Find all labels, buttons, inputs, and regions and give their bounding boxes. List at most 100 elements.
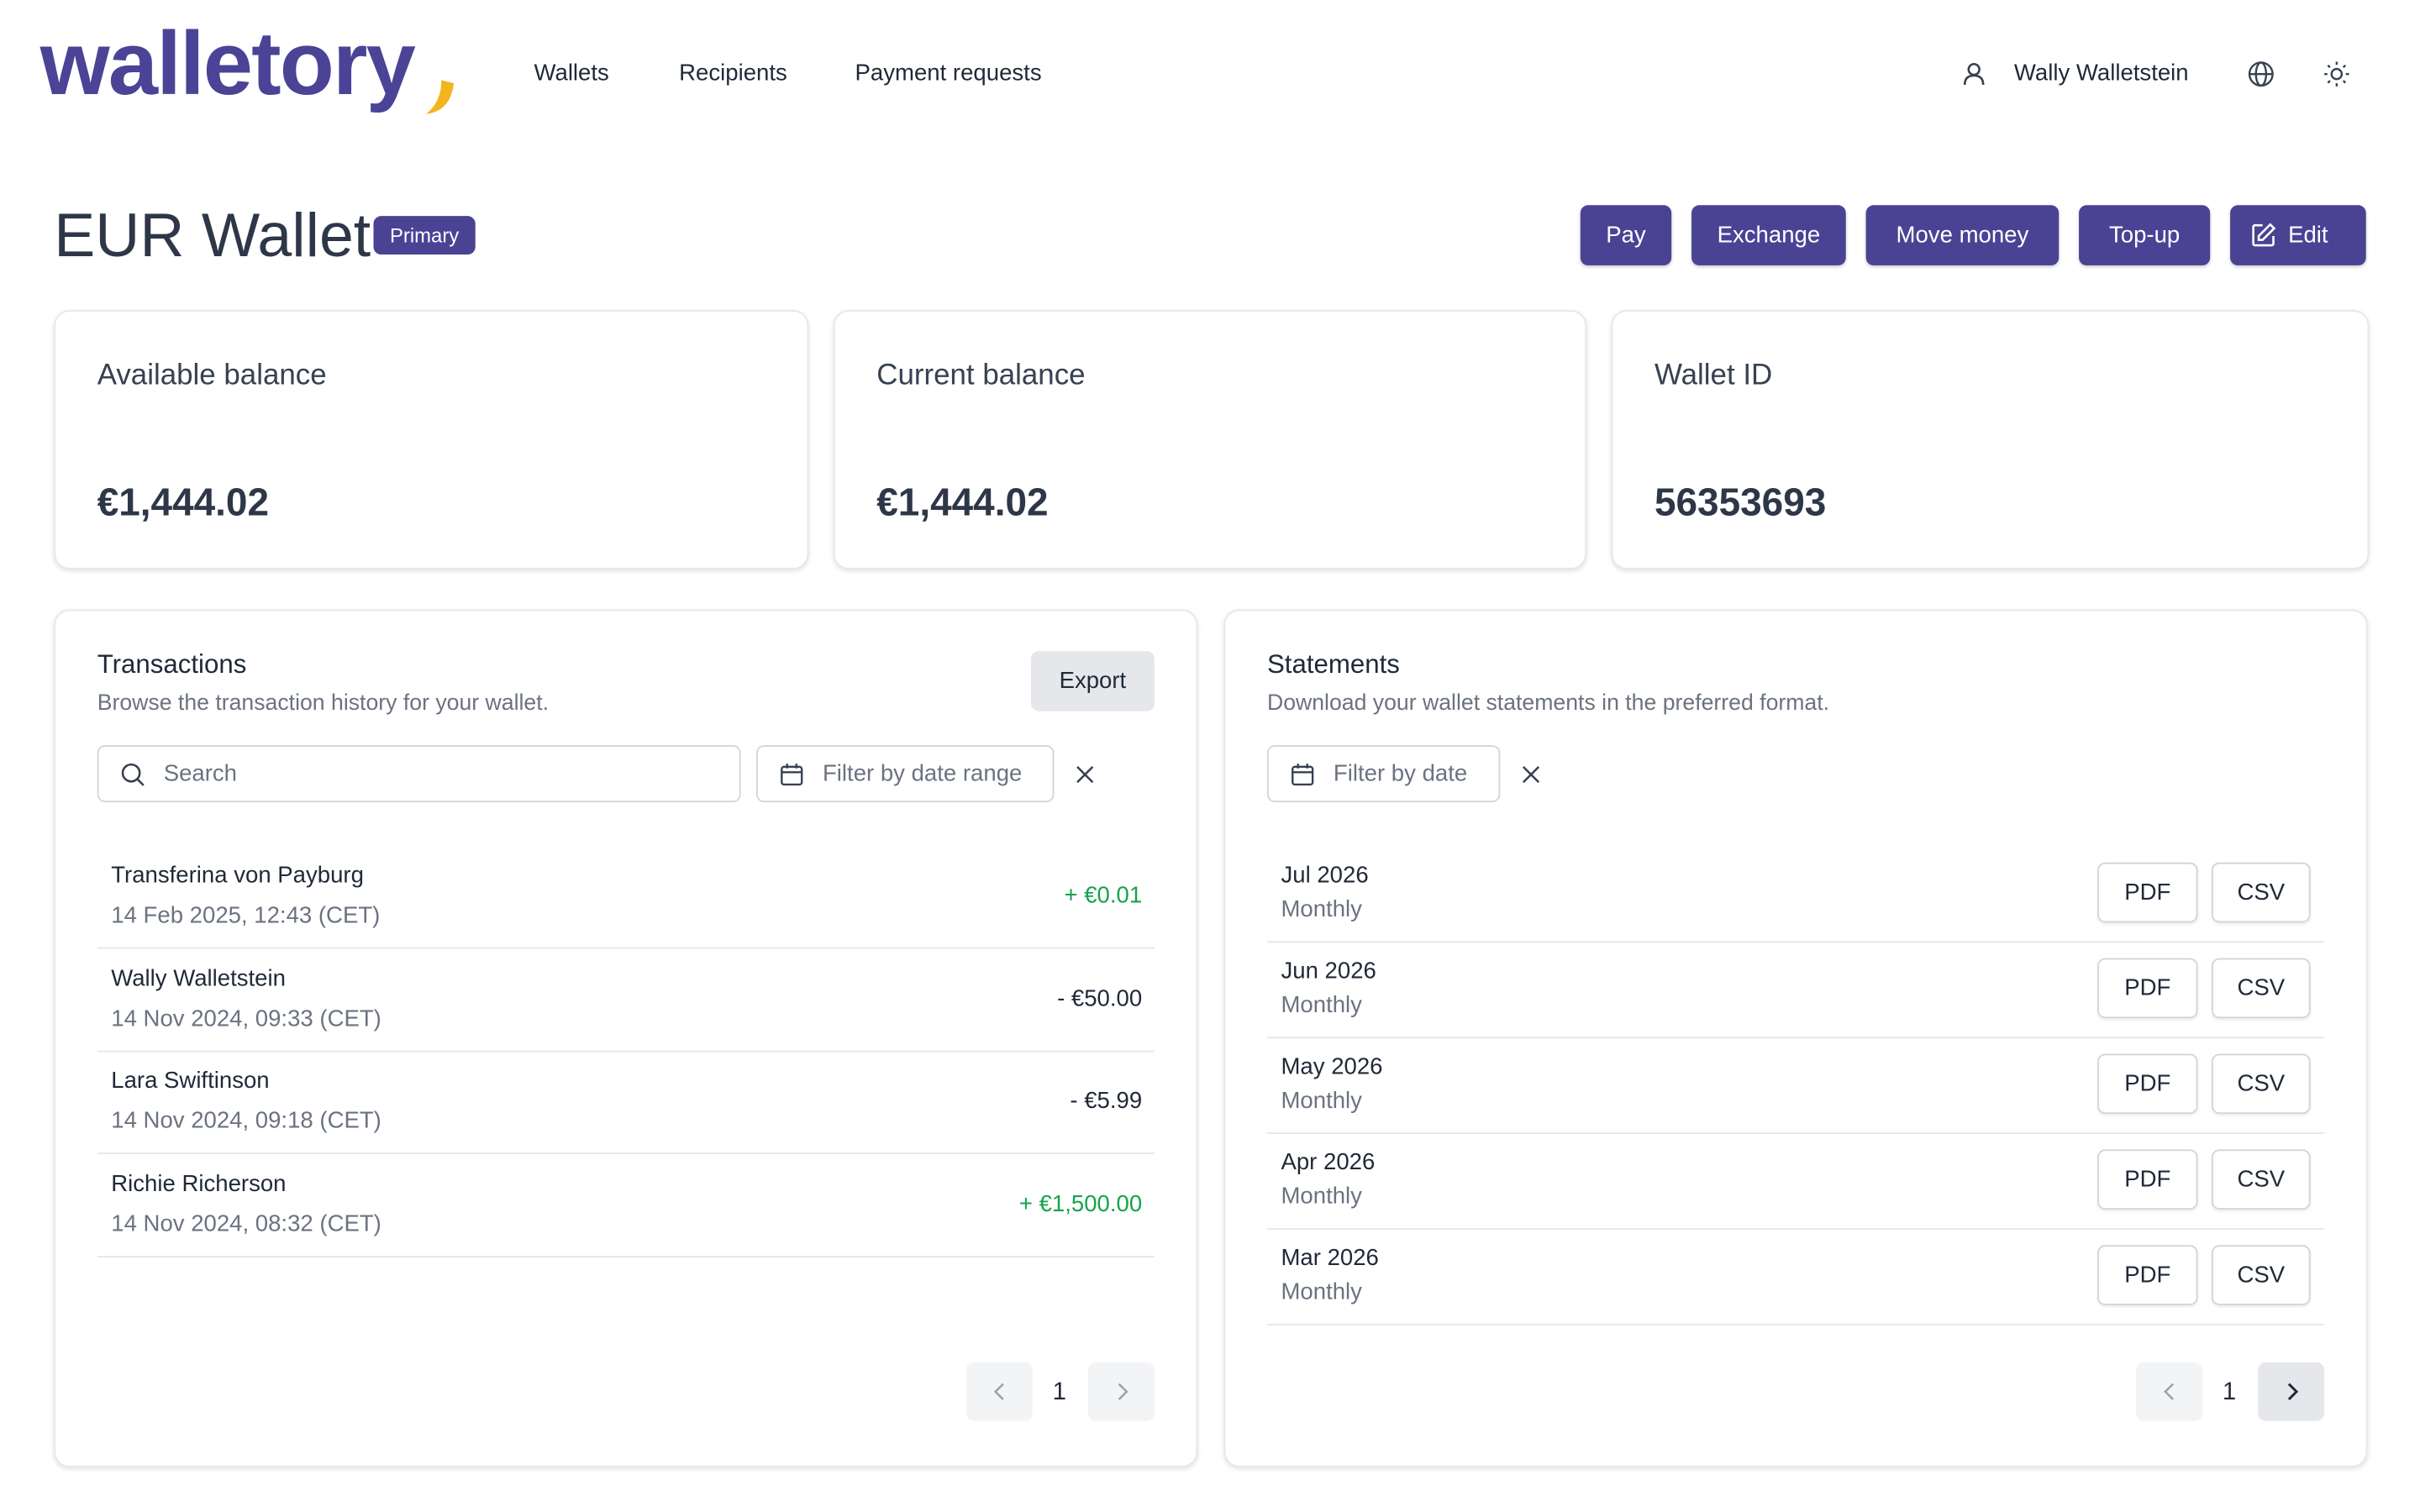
- transaction-date: 14 Feb 2025, 12:43 (CET): [111, 902, 381, 929]
- chevron: [2286, 1383, 2298, 1400]
- transaction-name: Transferina von Payburg: [111, 862, 364, 889]
- card-value: €1,444.02: [876, 481, 1049, 525]
- calendar-icon: [781, 763, 803, 785]
- download-button[interactable]: CSV: [2212, 1053, 2311, 1115]
- clear-icon[interactable]: [1522, 765, 1540, 784]
- theme-icon[interactable]: [2323, 60, 2350, 88]
- page-number: 1: [1052, 1379, 1067, 1406]
- transaction-row[interactable]: Transferina von Payburg 14 Feb 2025, 12:4…: [97, 846, 1155, 949]
- page-number: 1: [2222, 1379, 2237, 1406]
- card-value: 56353693: [1654, 481, 1827, 525]
- action-button[interactable]: Pay: [1580, 205, 1672, 265]
- download-button[interactable]: CSV: [2212, 1245, 2311, 1305]
- action-button[interactable]: Exchange: [1691, 205, 1846, 265]
- action-button[interactable]: Top-up: [2079, 205, 2211, 265]
- page-title: EUR Wallet: [54, 202, 371, 270]
- export-button[interactable]: Export: [1030, 651, 1155, 711]
- transactions-panel: Transactions Browse the transaction hist…: [54, 609, 1198, 1467]
- download-button[interactable]: CSV: [2212, 958, 2311, 1019]
- transaction-row[interactable]: Richie Richerson 14 Nov 2024, 08:32 (CET)…: [97, 1153, 1155, 1257]
- prev-page[interactable]: [965, 1362, 1033, 1421]
- statement-period: Jun 2026: [1281, 958, 1376, 984]
- transaction-row[interactable]: Lara Swiftinson 14 Nov 2024, 09:18 (CET) -…: [97, 1051, 1155, 1154]
- logo-mark: [425, 80, 454, 114]
- user-name[interactable]: Wally Walletstein: [2013, 60, 2189, 87]
- clear-icon[interactable]: [1076, 765, 1094, 784]
- download-button[interactable]: CSV: [2212, 1149, 2311, 1210]
- chevron: [992, 1383, 1003, 1400]
- statement-period: Mar 2026: [1281, 1245, 1379, 1272]
- panel-subtitle: Download your wallet statements in the p…: [1266, 690, 1830, 717]
- balance-card: Available balance €1,444.02: [54, 310, 809, 570]
- transaction-date: 14 Nov 2024, 09:18 (CET): [111, 1107, 381, 1134]
- statement-row: Jul 2026 Monthly PDF CSV: [1266, 846, 2325, 943]
- card-label: Available balance: [97, 359, 327, 392]
- logo-text[interactable]: walletory: [39, 13, 416, 114]
- transaction-date: 14 Nov 2024, 08:32 (CET): [111, 1210, 381, 1237]
- chevron: [2163, 1383, 2174, 1400]
- transaction-amount: + €0.01: [1064, 882, 1143, 909]
- badge: Primary: [373, 216, 476, 255]
- transaction-date: 14 Nov 2024, 09:33 (CET): [111, 1005, 381, 1032]
- statement-frequency: Monthly: [1281, 896, 1362, 923]
- download-button[interactable]: PDF: [2097, 1149, 2198, 1210]
- chevron: [1117, 1383, 1128, 1400]
- statement-frequency: Monthly: [1281, 1087, 1362, 1115]
- transaction-amount: + €1,500.00: [1018, 1190, 1143, 1217]
- edit-label[interactable]: Edit: [2288, 222, 2328, 249]
- placeholder: Filter by date: [1333, 760, 1468, 787]
- download-button[interactable]: PDF: [2097, 1053, 2198, 1115]
- balance-card: Current balance €1,444.02: [833, 310, 1587, 570]
- statement-period: Jul 2026: [1281, 862, 1369, 889]
- transaction-name: Wally Walletstein: [111, 964, 286, 992]
- edit-icon: [2251, 223, 2275, 247]
- user-icon: [1963, 62, 1985, 86]
- action-button[interactable]: Move money: [1865, 205, 2060, 265]
- panel-title: Statements: [1266, 649, 1400, 680]
- statement-period: May 2026: [1281, 1053, 1383, 1080]
- download-button[interactable]: PDF: [2097, 862, 2198, 923]
- next-page[interactable]: [1087, 1362, 1155, 1421]
- date-filter[interactable]: Filter by date range: [755, 745, 1055, 803]
- next-page[interactable]: [2258, 1362, 2325, 1421]
- search-icon: [121, 762, 145, 785]
- transaction-name: Richie Richerson: [111, 1170, 287, 1197]
- statement-row: Mar 2026 Monthly PDF CSV: [1266, 1228, 2325, 1326]
- nav-link[interactable]: Wallets: [534, 60, 609, 87]
- transaction-amount: - €5.99: [1070, 1087, 1143, 1115]
- transaction-amount: - €50.00: [1057, 984, 1143, 1011]
- placeholder: Search: [163, 760, 237, 787]
- statement-frequency: Monthly: [1281, 1278, 1362, 1305]
- statement-row: Jun 2026 Monthly PDF CSV: [1266, 941, 2325, 1039]
- placeholder: Filter by date range: [822, 760, 1023, 787]
- prev-page[interactable]: [2136, 1362, 2203, 1421]
- logo[interactable]: walletory: [39, 13, 416, 116]
- panel-title: Transactions: [97, 649, 247, 680]
- card-label: Wallet ID: [1654, 359, 1773, 392]
- download-button[interactable]: PDF: [2097, 1245, 2198, 1305]
- download-button[interactable]: PDF: [2097, 958, 2198, 1019]
- statement-frequency: Monthly: [1281, 1183, 1362, 1210]
- card-label: Current balance: [876, 359, 1086, 392]
- panel-subtitle: Browse the transaction history for your …: [97, 690, 550, 717]
- search-input[interactable]: Search: [97, 745, 741, 803]
- statement-period: Apr 2026: [1281, 1149, 1376, 1176]
- download-button[interactable]: CSV: [2212, 862, 2311, 923]
- statements-panel: Statements Download your wallet statemen…: [1223, 609, 2368, 1467]
- transaction-row[interactable]: Wally Walletstein 14 Nov 2024, 09:33 (CET…: [97, 948, 1155, 1052]
- balance-card: Wallet ID 56353693: [1611, 310, 2370, 570]
- calendar-icon: [1292, 763, 1314, 785]
- statement-row: May 2026 Monthly PDF CSV: [1266, 1037, 2325, 1134]
- language-icon[interactable]: [2247, 60, 2275, 88]
- card-value: €1,444.02: [97, 481, 269, 525]
- statement-row: Apr 2026 Monthly PDF CSV: [1266, 1132, 2325, 1230]
- nav-link[interactable]: Payment requests: [855, 60, 1042, 87]
- date-filter[interactable]: Filter by date: [1266, 745, 1501, 803]
- edit-button[interactable]: Edit: [2230, 205, 2366, 265]
- transaction-name: Lara Swiftinson: [111, 1068, 270, 1095]
- statement-frequency: Monthly: [1281, 992, 1362, 1019]
- nav-link[interactable]: Recipients: [679, 60, 787, 87]
